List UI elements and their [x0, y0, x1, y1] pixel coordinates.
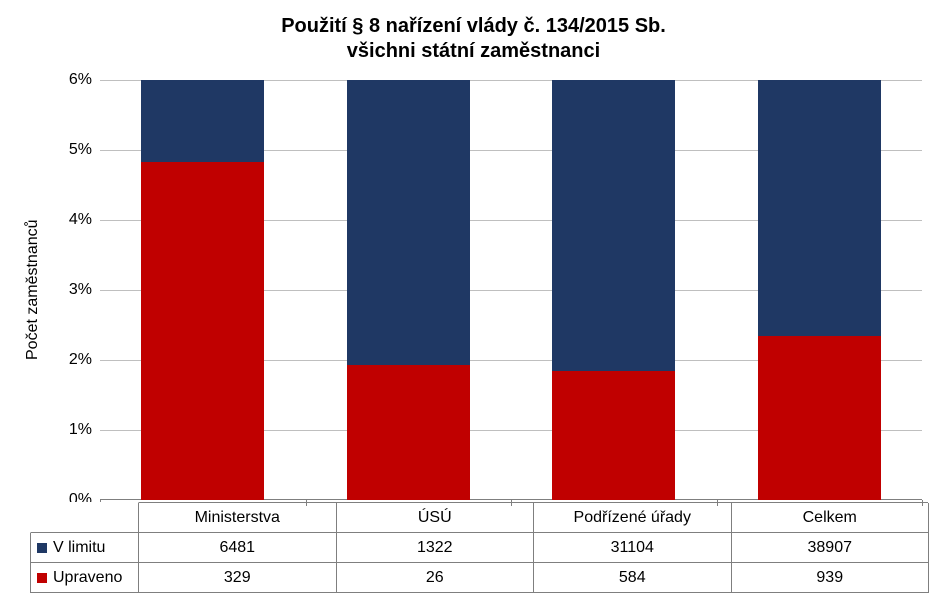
legend-swatch-icon	[37, 543, 47, 553]
ytick-label: 2%	[42, 351, 92, 369]
table-value-text: 6481	[219, 539, 255, 557]
ytick-label: 6%	[42, 71, 92, 89]
table-header-category: Ministerstva	[139, 503, 337, 533]
bar-segment-upraveno	[552, 371, 675, 501]
table-value-text: 26	[426, 569, 444, 587]
ytick-label: 4%	[42, 211, 92, 229]
bar-slot	[717, 80, 923, 500]
table-value: 584	[534, 563, 732, 593]
bar-slot	[100, 80, 306, 500]
table-header-category-text: Podřízené úřady	[574, 509, 691, 527]
bar-stack	[347, 80, 470, 500]
ytick-label: 1%	[42, 421, 92, 439]
table-value: 1322	[337, 533, 535, 563]
table-value-text: 329	[224, 569, 251, 587]
bar-segment-upraveno	[758, 336, 881, 501]
table-value-text: 939	[816, 569, 843, 587]
table-series-label: V limitu	[31, 533, 139, 563]
table-value: 329	[139, 563, 337, 593]
table-header-category-text: ÚSÚ	[418, 509, 452, 527]
table-series-label: Upraveno	[31, 563, 139, 593]
table-corner	[30, 502, 139, 533]
bar-segment-upraveno	[141, 162, 264, 500]
table-value: 939	[732, 563, 930, 593]
table-value-text: 1322	[417, 539, 453, 557]
table-value: 26	[337, 563, 535, 593]
table-value: 31104	[534, 533, 732, 563]
bar-slot	[511, 80, 717, 500]
bar-slot	[306, 80, 512, 500]
ytick-label: 3%	[42, 281, 92, 299]
ytick-label: 5%	[42, 141, 92, 159]
bar-stack	[141, 80, 264, 500]
table-header-category: Podřízené úřady	[534, 503, 732, 533]
table-value: 38907	[732, 533, 930, 563]
y-axis-label: Počet zaměstnanců	[24, 219, 42, 360]
table-header-category-text: Celkem	[803, 509, 857, 527]
bar-stack	[552, 80, 675, 500]
table-header-category-text: Ministerstva	[195, 509, 280, 527]
legend-swatch-icon	[37, 573, 47, 583]
plot-area	[100, 80, 922, 500]
bar-segment-v-limitu	[758, 80, 881, 336]
table-value: 6481	[139, 533, 337, 563]
table-series-label-text: V limitu	[53, 539, 105, 557]
table-value-text: 31104	[611, 539, 654, 557]
bars-row	[100, 80, 922, 500]
bar-segment-upraveno	[347, 365, 470, 500]
table-header-category: Celkem	[732, 503, 930, 533]
bar-segment-v-limitu	[141, 80, 264, 162]
bar-stack	[758, 80, 881, 500]
data-table: Ministerstva ÚSÚ Podřízené úřady Celkem V li…	[30, 502, 928, 593]
chart-title-line1: Použití § 8 nařízení vlády č. 134/2015 S…	[0, 14, 947, 39]
bar-segment-v-limitu	[552, 80, 675, 370]
chart-title: Použití § 8 nařízení vlády č. 134/2015 S…	[0, 0, 947, 64]
table-header-category: ÚSÚ	[337, 503, 535, 533]
table-value-text: 584	[619, 569, 646, 587]
chart-title-line2: všichni státní zaměstnanci	[0, 39, 947, 64]
table-series-label-text: Upraveno	[53, 569, 122, 587]
table-value-text: 38907	[808, 539, 853, 557]
bar-segment-v-limitu	[347, 80, 470, 365]
chart-root: Použití § 8 nařízení vlády č. 134/2015 S…	[0, 0, 947, 612]
